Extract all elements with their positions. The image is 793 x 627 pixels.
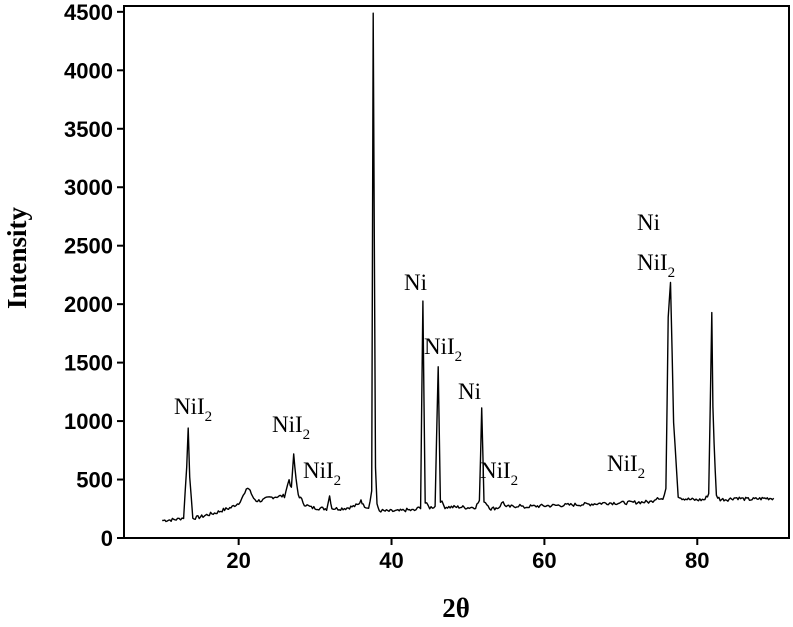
peak-annotation: NiI2 bbox=[637, 250, 675, 281]
x-tick-label: 40 bbox=[379, 548, 403, 573]
y-tick-label: 4500 bbox=[64, 0, 113, 25]
series-line bbox=[162, 12, 775, 523]
y-tick-label: 2000 bbox=[64, 292, 113, 317]
x-tick-label: 60 bbox=[532, 548, 556, 573]
peak-annotation: Ni bbox=[404, 270, 427, 295]
y-tick-label: 1000 bbox=[64, 409, 113, 434]
y-tick-label: 3500 bbox=[64, 117, 113, 142]
peak-annotation: NiI2 bbox=[607, 451, 645, 482]
y-axis: 0 500 1000 1500 2000 2500 3000 3500 4000 4500 bbox=[64, 0, 124, 551]
series-group bbox=[162, 12, 775, 523]
y-tick-label: 3000 bbox=[64, 175, 113, 200]
y-tick-label: 1500 bbox=[64, 351, 113, 376]
y-tick-label: 0 bbox=[101, 526, 113, 551]
peak-annotation: Ni bbox=[458, 379, 481, 404]
x-axis-title: 2θ bbox=[442, 593, 470, 623]
peak-annotation: NiI2 bbox=[174, 394, 212, 425]
x-tick-label: 20 bbox=[226, 548, 250, 573]
y-tick-label: 500 bbox=[76, 468, 113, 493]
peak-annotation: NiI2 bbox=[303, 458, 341, 489]
plot-frame bbox=[123, 5, 790, 539]
annotations: NiI2 NiI2 NiI2 Ni NiI2 Ni NiI2 NiI2 Ni NiI2 bbox=[174, 210, 675, 489]
peak-annotation: NiI2 bbox=[424, 334, 462, 365]
peak-annotation: NiI2 bbox=[480, 458, 518, 489]
peak-annotation: NiI2 bbox=[272, 412, 310, 443]
peak-annotation: Ni bbox=[637, 210, 660, 235]
y-tick-label: 2500 bbox=[64, 234, 113, 259]
x-tick-label: 80 bbox=[685, 548, 709, 573]
y-axis-title: Intensity bbox=[2, 206, 32, 309]
y-tick-label: 4000 bbox=[64, 58, 113, 83]
x-axis: 20 40 60 80 bbox=[226, 538, 710, 573]
